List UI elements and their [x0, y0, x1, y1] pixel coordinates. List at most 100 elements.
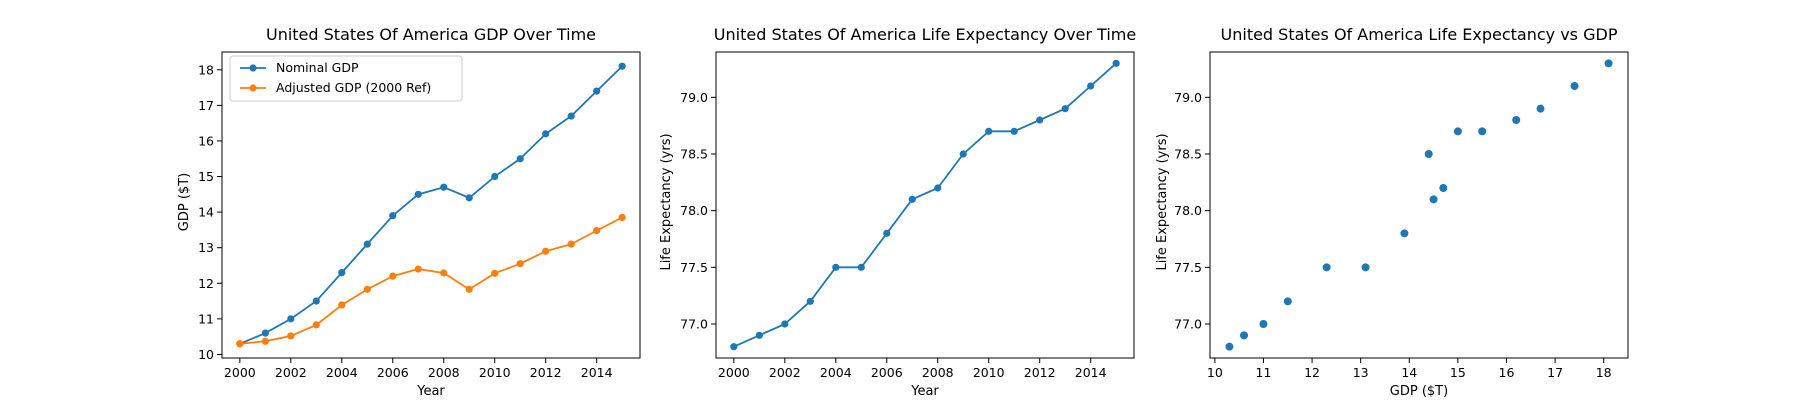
- x-tick-label: 11: [1256, 365, 1272, 380]
- x-axis-label: Year: [910, 384, 939, 399]
- data-point: [959, 150, 967, 158]
- x-tick-label: 2014: [581, 365, 613, 380]
- x-tick-label: 2012: [530, 365, 562, 380]
- data-point: [1424, 150, 1433, 158]
- x-tick-label: 2014: [1075, 365, 1107, 380]
- chart-title: United States Of America Life Expectancy…: [714, 25, 1136, 44]
- y-tick-label: 78.0: [680, 203, 708, 218]
- y-tick-label: 78.5: [1174, 147, 1202, 162]
- data-point: [363, 285, 371, 293]
- x-tick-label: 2012: [1024, 365, 1056, 380]
- x-tick-label: 2008: [428, 365, 460, 380]
- x-axis: 2000 2002 2004 2006 2008 2010 2012 2014: [224, 358, 613, 380]
- data-point: [1240, 331, 1249, 340]
- data-point: [389, 212, 397, 220]
- data-point: [1453, 127, 1462, 136]
- y-tick-label: 77.5: [680, 260, 708, 275]
- data-point: [1478, 127, 1487, 136]
- legend-swatch-marker: [249, 84, 257, 92]
- x-tick-label: 15: [1450, 365, 1466, 380]
- x-tick-label: 2010: [973, 365, 1005, 380]
- plot-frame: [1209, 51, 1629, 359]
- data-point: [1283, 297, 1292, 306]
- y-tick-label: 16: [198, 133, 214, 148]
- data-point: [1225, 342, 1234, 351]
- data-point: [465, 285, 473, 293]
- series-group: [236, 62, 626, 348]
- y-tick-label: 18: [198, 62, 214, 77]
- data-point: [542, 130, 550, 138]
- chart-gdp-over-time: United States Of America GDP Over Time Y…: [177, 25, 641, 399]
- series-group: [730, 59, 1120, 351]
- data-point: [857, 263, 865, 271]
- x-tick-label: 2000: [224, 365, 256, 380]
- y-tick-label: 77.0: [680, 317, 708, 332]
- data-point: [516, 155, 524, 163]
- data-point: [1570, 82, 1579, 90]
- data-point: [1010, 127, 1018, 135]
- x-tick-label: 18: [1596, 365, 1612, 380]
- data-point: [1439, 184, 1448, 192]
- x-tick-label: 2004: [820, 365, 852, 380]
- data-point: [414, 265, 422, 273]
- data-point: [338, 301, 346, 309]
- y-tick-label: 79.0: [680, 90, 708, 105]
- data-point: [363, 240, 371, 248]
- data-point: [593, 227, 601, 235]
- x-tick-label: 2006: [871, 365, 903, 380]
- data-point: [1036, 116, 1044, 124]
- y-tick-label: 11: [198, 311, 214, 326]
- data-point: [465, 194, 473, 202]
- data-point: [491, 269, 499, 277]
- x-tick-label: 16: [1499, 365, 1515, 380]
- legend-box: [229, 55, 463, 102]
- y-tick-label: 12: [198, 276, 214, 291]
- y-axis: 77.0 77.5 78.0 78.5 79.0: [1174, 90, 1210, 332]
- y-tick-label: 79.0: [1174, 90, 1202, 105]
- data-point: [806, 297, 814, 305]
- series-line-0: [238, 65, 624, 345]
- chart-life-expectancy-vs-gdp: United States Of America Life Expectancy…: [1155, 25, 1629, 399]
- data-point: [567, 240, 575, 248]
- data-point: [1259, 320, 1268, 328]
- data-point: [730, 343, 738, 351]
- data-point: [312, 297, 320, 305]
- data-point: [1536, 104, 1545, 113]
- data-point: [312, 321, 320, 329]
- data-point: [440, 183, 448, 191]
- legend: Nominal GDP Adjusted GDP (2000 Ref): [229, 55, 463, 102]
- data-point: [883, 229, 891, 237]
- data-point: [1400, 229, 1409, 238]
- data-point: [908, 195, 916, 203]
- data-point: [1361, 263, 1370, 272]
- y-tick-label: 78.0: [1174, 203, 1202, 218]
- y-axis-label: Life Expectancy (yrs): [1155, 133, 1170, 270]
- y-axis: 77.0 77.5 78.0 78.5 79.0: [680, 90, 716, 332]
- data-point: [414, 190, 422, 198]
- data-point: [567, 112, 575, 120]
- x-tick-label: 14: [1401, 365, 1417, 380]
- x-tick-label: 12: [1304, 365, 1320, 380]
- y-tick-label: 77.5: [1174, 260, 1202, 275]
- data-point: [261, 329, 269, 337]
- data-point: [618, 62, 626, 70]
- chart-life-expectancy-over-time: United States Of America Life Expectancy…: [659, 25, 1136, 399]
- y-tick-label: 15: [198, 169, 214, 184]
- chart-title: United States Of America Life Expectancy…: [1221, 25, 1618, 44]
- data-point: [287, 332, 295, 340]
- data-point: [236, 340, 244, 348]
- x-tick-label: 2000: [718, 365, 750, 380]
- y-axis-label: GDP ($T): [177, 173, 192, 231]
- x-tick-label: 2002: [769, 365, 801, 380]
- x-axis: 10 11 12 13 14 15 16 17 18: [1207, 358, 1612, 380]
- x-axis: 2000 2002 2004 2006 2008 2010 2012 2014: [718, 358, 1107, 380]
- data-point: [781, 320, 789, 328]
- x-axis-label: Year: [416, 384, 445, 399]
- y-axis-label: Life Expectancy (yrs): [659, 133, 674, 270]
- data-point: [389, 272, 397, 280]
- series-line-1: [238, 216, 624, 345]
- data-point: [618, 213, 626, 222]
- y-axis: 10 11 12 13 14 15 16 17 18: [198, 62, 222, 362]
- data-point: [934, 184, 942, 192]
- x-tick-label: 2010: [479, 365, 511, 380]
